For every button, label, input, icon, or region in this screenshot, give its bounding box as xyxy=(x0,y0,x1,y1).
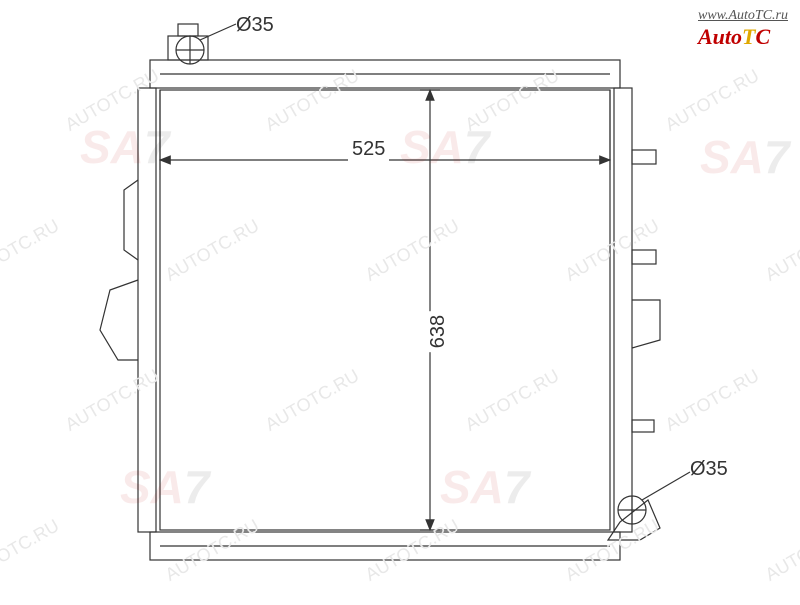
site-url: www.AutoTC.ru xyxy=(698,8,788,24)
right-brackets xyxy=(632,150,660,432)
dim-inlet-label: Ø35 xyxy=(232,14,278,37)
dim-height-label: 638 xyxy=(427,311,450,352)
diagram-canvas: AUTOTC.RUAUTOTC.RUAUTOTC.RUAUTOTC.RUAUTO… xyxy=(0,0,800,600)
inlet-port xyxy=(168,24,236,64)
radiator-drawing xyxy=(0,0,800,600)
site-brand: AutoTC xyxy=(698,24,788,50)
left-bracket xyxy=(100,180,138,360)
dim-outlet-label: Ø35 xyxy=(686,458,732,481)
outlet-port xyxy=(608,472,690,540)
site-logo: www.AutoTC.ru AutoTC xyxy=(698,8,788,50)
dim-width-label: 525 xyxy=(348,138,389,161)
